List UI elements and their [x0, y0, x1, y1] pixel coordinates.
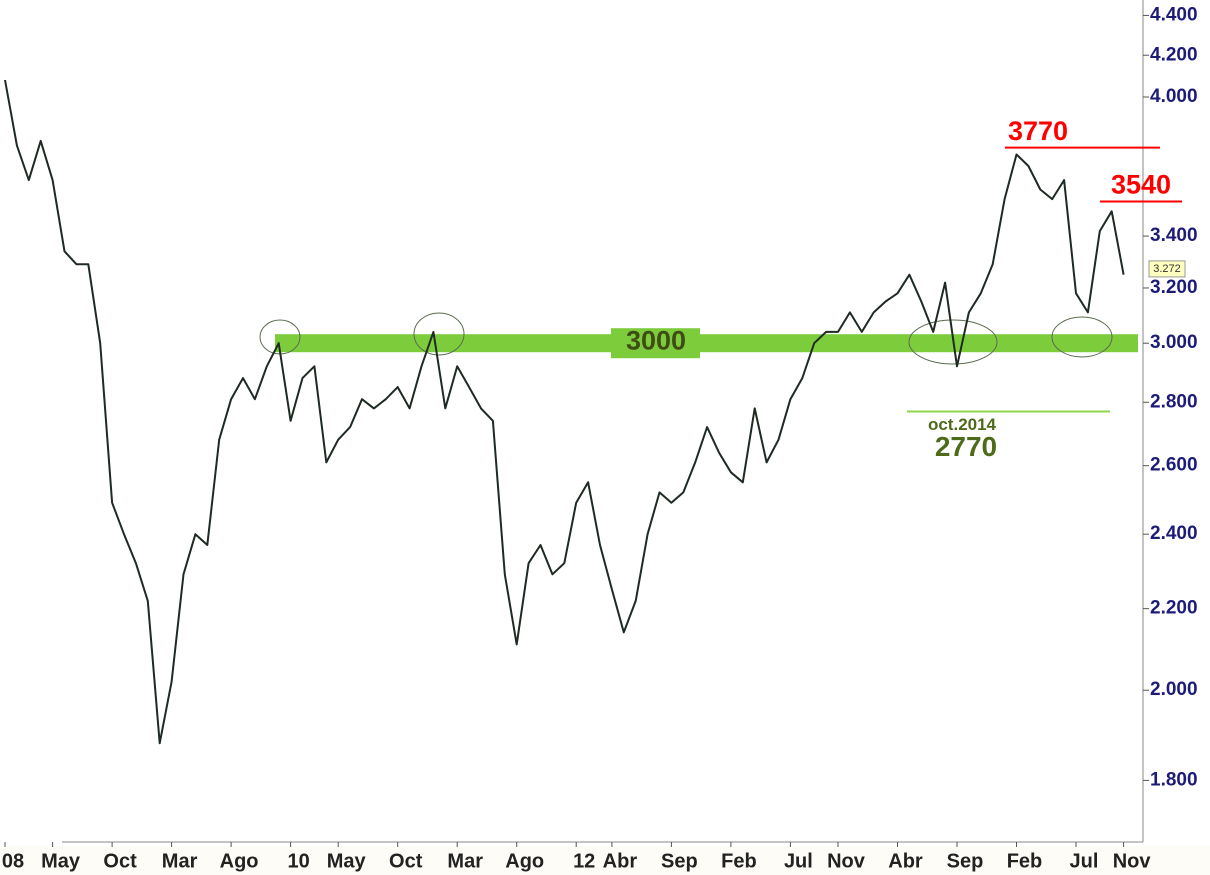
y-tick-label: 2.000 [1150, 679, 1198, 700]
x-tick-label: Oct [389, 850, 423, 872]
x-tick-label: Ago [505, 850, 544, 872]
highlight-ellipse [908, 319, 998, 365]
x-tick-label: Mar [162, 850, 198, 872]
y-tick-label: 2.200 [1150, 598, 1198, 619]
y-tick-label: 3.400 [1150, 225, 1198, 246]
x-tick-label: Sep [661, 850, 698, 872]
price-line [4, 79, 1125, 745]
y-tick-label: 1.800 [1150, 769, 1198, 790]
x-tick-label: May [327, 850, 367, 872]
x-tick-label: Sep [947, 850, 984, 872]
y-tick-label: 3.200 [1150, 277, 1198, 298]
x-tick-label: 08 [2, 850, 24, 872]
y-tick-label: 2.600 [1150, 455, 1198, 476]
highlight-ellipse [413, 312, 465, 356]
y-tick-label: 4.400 [1150, 4, 1198, 25]
y-tick-label: 2.400 [1150, 523, 1198, 544]
x-tick-label: May [41, 850, 81, 872]
low-note: oct.2014 [928, 415, 997, 434]
x-tick-label: Feb [1007, 850, 1043, 872]
y-tick-label: 4.000 [1150, 86, 1198, 107]
last-value-label: 3.272 [1153, 263, 1181, 275]
x-tick-label: 12 [573, 850, 595, 872]
x-tick-label: Jul [784, 850, 813, 872]
x-axis-band [0, 846, 1210, 875]
x-tick-label: Abr [603, 850, 638, 872]
highlight-ellipse [1051, 316, 1113, 358]
low-label: 2770 [935, 431, 997, 462]
x-tick-label: Feb [721, 850, 757, 872]
y-tick-label: 4.200 [1150, 44, 1198, 65]
x-tick-label: Abr [888, 850, 923, 872]
y-tick-label: 2.800 [1150, 391, 1198, 412]
x-tick-label: Ago [220, 850, 259, 872]
support-label-box [611, 328, 700, 359]
support-band [275, 334, 1138, 353]
x-tick-label: Mar [447, 850, 483, 872]
x-tick-label: Nov [1113, 850, 1152, 872]
resistance-label: 3540 [1111, 170, 1171, 200]
x-tick-label: Nov [827, 850, 866, 872]
resistance-label: 3770 [1008, 116, 1068, 146]
x-tick-label: 10 [287, 850, 309, 872]
support-label: 3000 [626, 325, 686, 355]
x-tick-label: Jul [1070, 850, 1099, 872]
last-value-box [1148, 260, 1186, 278]
x-tick-label: Oct [103, 850, 137, 872]
y-tick-label: 3.000 [1150, 332, 1198, 353]
